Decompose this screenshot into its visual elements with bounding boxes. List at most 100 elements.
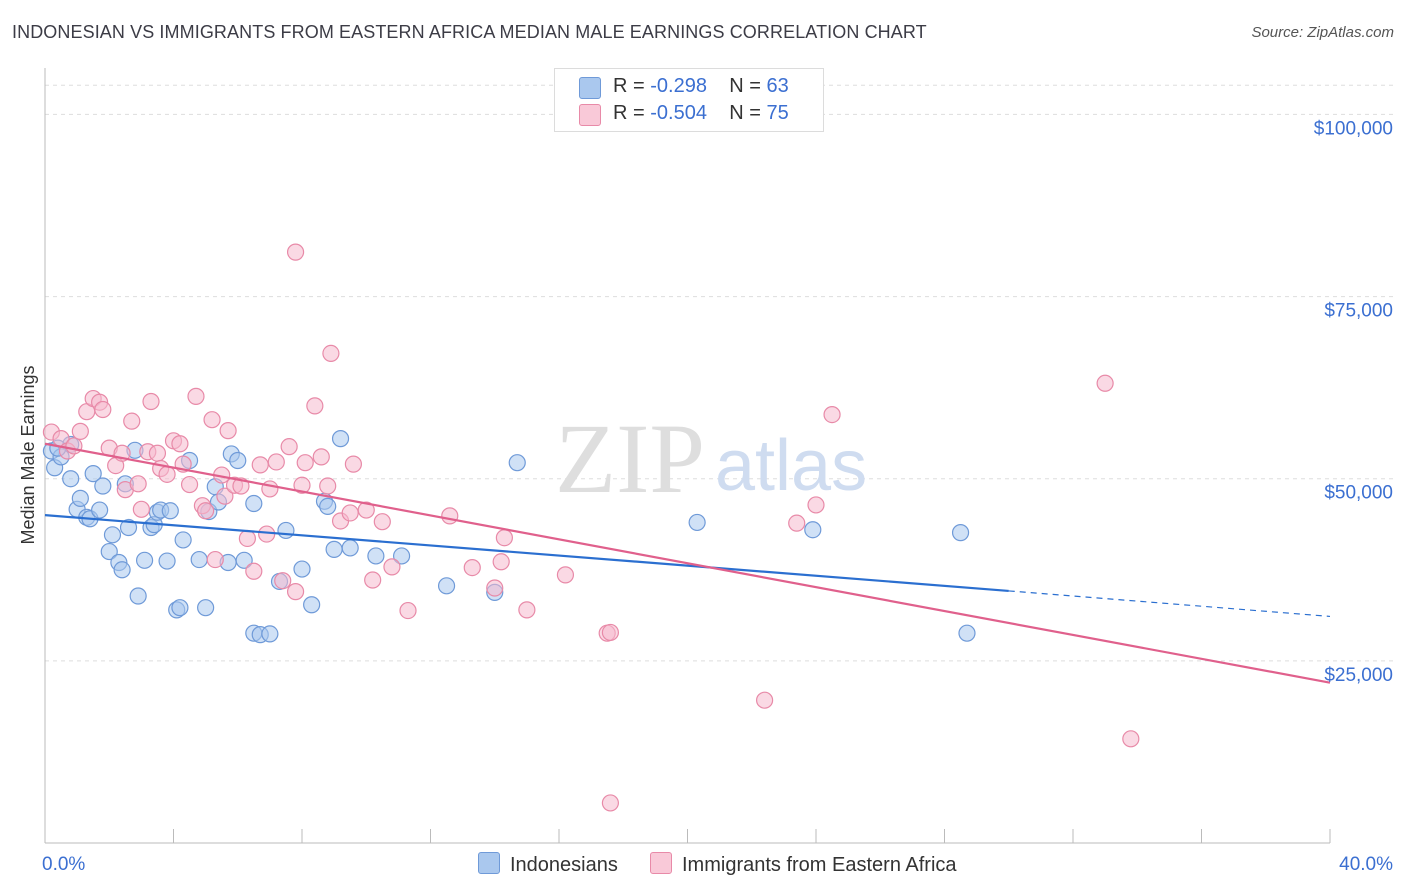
eastern-africa-point: [251, 456, 269, 474]
watermark-zip: ZIP: [555, 403, 705, 514]
eastern-africa-point: [261, 480, 279, 498]
eastern-africa-point: [1122, 730, 1140, 748]
indonesian-point: [235, 551, 253, 569]
eastern-africa-point: [197, 502, 215, 520]
eastern-africa-point: [373, 513, 391, 531]
y-axis-label: Median Male Earnings: [18, 365, 38, 544]
eastern-africa-trend-line: [44, 442, 1331, 684]
eastern-africa-point: [65, 437, 83, 455]
y-tick-label: $75,000: [1324, 301, 1393, 322]
indonesian-point: [367, 547, 385, 565]
tick-labels: $25,000 $50,000 $75,000 $100,000 0.0% 40.0%: [42, 118, 1393, 875]
eastern-africa-point: [286, 243, 305, 261]
y-tick-label: $25,000: [1324, 665, 1393, 686]
eastern-africa-point: [203, 411, 221, 429]
indonesian-point: [197, 599, 215, 617]
source-label: Source: ZipAtlas.com: [1251, 24, 1394, 41]
indonesian-point: [392, 547, 411, 565]
eastern-africa-point: [463, 558, 481, 577]
eastern-africa-point: [755, 691, 774, 709]
y-tick-label: $50,000: [1324, 483, 1393, 504]
bottom-legend-swatch-blue: [478, 852, 500, 874]
eastern-africa-point: [142, 392, 160, 411]
indonesian-point: [319, 497, 337, 515]
indonesian-trend-extension: [1008, 590, 1331, 618]
eastern-africa-point: [364, 571, 382, 589]
eastern-africa-point: [123, 412, 141, 430]
eastern-africa-point: [486, 579, 504, 597]
eastern-africa-point: [132, 500, 150, 518]
zipatlas-watermark: ZIP atlas: [555, 403, 867, 514]
indonesian-point: [113, 561, 131, 579]
indonesian-point: [94, 477, 112, 495]
eastern-africa-point: [274, 572, 292, 590]
data-points: [42, 243, 1140, 812]
bottom-legend-swatch-pink: [650, 852, 672, 874]
eastern-africa-point: [267, 453, 285, 471]
eastern-africa-point: [399, 601, 417, 620]
indonesian-point: [84, 465, 102, 483]
indonesian-point: [804, 521, 822, 539]
indonesian-point: [158, 552, 176, 570]
legend-n-label: N =: [729, 75, 761, 97]
indonesian-point: [245, 494, 263, 513]
bottom-legend-label: Immigrants from Eastern Africa: [682, 854, 957, 876]
indonesian-point: [71, 489, 89, 507]
bottom-legend-indonesians: Indonesians: [478, 852, 618, 877]
indonesian-point: [62, 470, 80, 488]
legend-r-value: -0.504: [650, 102, 707, 124]
indonesian-point: [508, 454, 526, 472]
eastern-africa-point: [296, 454, 314, 472]
eastern-africa-point: [71, 422, 89, 440]
legend: R = -0.298 N = 63 R = -0.504 N = 75: [554, 68, 824, 132]
indonesian-point: [293, 560, 311, 578]
eastern-africa-point: [601, 794, 620, 812]
eastern-africa-point: [312, 448, 330, 466]
bottom-legend-label: Indonesians: [510, 854, 618, 876]
indonesian-point: [91, 501, 109, 519]
legend-n-label: N =: [729, 102, 761, 124]
eastern-africa-point: [293, 476, 311, 494]
eastern-africa-point: [187, 387, 205, 405]
eastern-africa-point: [601, 623, 620, 642]
legend-swatch-blue: [579, 77, 601, 99]
eastern-africa-point: [219, 422, 237, 440]
x-tick-label-max: 40.0%: [1339, 854, 1393, 875]
eastern-africa-point: [286, 583, 305, 601]
eastern-africa-point: [556, 566, 575, 584]
legend-r-label: R =: [613, 102, 645, 124]
indonesian-point: [100, 542, 118, 561]
eastern-africa-point: [441, 507, 459, 525]
indonesian-point: [261, 625, 279, 643]
indonesian-point: [331, 430, 350, 448]
eastern-africa-point: [322, 344, 340, 362]
eastern-africa-point: [148, 444, 167, 462]
eastern-africa-point: [823, 406, 841, 424]
chart-title: INDONESIAN VS IMMIGRANTS FROM EASTERN AF…: [12, 22, 927, 42]
indonesian-point: [103, 526, 122, 544]
legend-r-value: -0.298: [650, 75, 707, 97]
watermark-atlas: atlas: [715, 426, 867, 506]
legend-swatch-pink: [579, 104, 601, 126]
indonesian-point: [119, 518, 138, 537]
eastern-africa-point: [495, 529, 513, 547]
indonesian-trend-line: [44, 514, 1009, 593]
indonesian-point: [303, 596, 321, 614]
eastern-africa-point: [280, 438, 298, 456]
y-tick-label: $100,000: [1314, 118, 1393, 139]
eastern-africa-point: [180, 475, 199, 494]
eastern-africa-point: [158, 465, 176, 483]
indonesian-point: [174, 531, 192, 549]
eastern-africa-point: [383, 558, 401, 576]
eastern-africa-point: [1096, 374, 1114, 392]
eastern-africa-point: [245, 562, 263, 580]
indonesian-point: [161, 502, 179, 520]
trend-lines: [44, 442, 1331, 684]
x-tick-label-min: 0.0%: [42, 854, 85, 875]
indonesian-point: [129, 587, 147, 605]
legend-n-value: 63: [766, 75, 789, 97]
indonesian-point: [190, 550, 208, 569]
eastern-africa-point: [216, 487, 234, 505]
eastern-africa-point: [238, 529, 256, 548]
